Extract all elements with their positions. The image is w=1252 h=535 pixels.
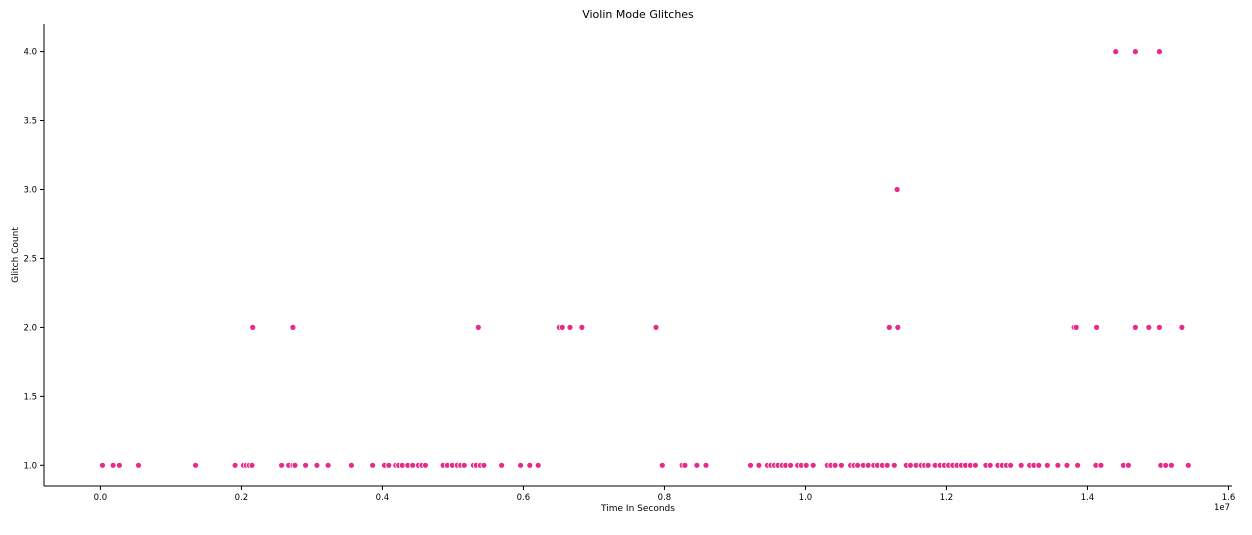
data-point	[1035, 461, 1043, 469]
x-tick-label: 1.0	[799, 493, 813, 503]
data-point	[747, 461, 754, 469]
data-point	[1132, 48, 1139, 55]
data-point	[1072, 323, 1080, 331]
data-point	[802, 461, 810, 469]
data-point	[1162, 461, 1170, 469]
data-point	[693, 461, 701, 469]
data-point	[1132, 323, 1139, 331]
data-point	[231, 461, 239, 469]
data-point	[1043, 461, 1051, 469]
data-point	[385, 461, 393, 469]
data-point	[1168, 461, 1175, 469]
chart-title: Violin Mode Glitches	[582, 8, 694, 21]
data-point	[864, 461, 872, 469]
y-tick-label: 1.0	[23, 461, 37, 471]
data-point	[885, 323, 893, 331]
data-point	[702, 461, 710, 469]
x-tick-label: 1.2	[940, 493, 954, 503]
data-point	[972, 461, 979, 469]
data-point	[526, 461, 534, 469]
data-point	[787, 461, 794, 469]
data-point	[838, 461, 845, 469]
y-tick-label: 1.5	[23, 392, 37, 402]
data-point	[883, 461, 891, 469]
y-axis: 1.0 1.5 2.0 2.5 3.0 3.5 4.0	[23, 24, 45, 486]
data-point	[474, 323, 482, 331]
data-point	[534, 461, 542, 469]
data-point	[755, 461, 763, 469]
data-point	[278, 461, 286, 469]
y-tick-label: 3.5	[23, 117, 37, 127]
data-point	[116, 461, 123, 469]
data-point	[1007, 461, 1014, 469]
data-point	[1093, 323, 1100, 331]
x-tick-label: 1.6	[1222, 493, 1236, 503]
data-point	[1112, 48, 1120, 55]
y-tick-label: 4.0	[23, 48, 37, 58]
x-axis: 0.0 0.2 0.4 0.6 0.8 1.0 1.2 1.4 1.6	[44, 485, 1236, 503]
data-point	[460, 461, 468, 469]
data-point	[249, 323, 257, 331]
data-point	[1178, 323, 1186, 331]
data-point	[890, 461, 898, 469]
y-tick-label: 3.0	[23, 185, 37, 195]
y-tick-label: 2.0	[23, 323, 37, 333]
data-point	[1125, 461, 1132, 469]
data-point	[398, 461, 406, 469]
x-tick-label: 0.0	[94, 493, 108, 503]
data-point	[302, 461, 310, 469]
data-point	[369, 461, 377, 469]
x-axis-offset-text: 1e7	[1214, 503, 1230, 513]
data-point	[313, 461, 321, 469]
data-point	[924, 461, 932, 469]
data-point	[1054, 461, 1062, 469]
y-tick-label: 2.5	[23, 254, 37, 264]
x-tick-label: 0.4	[376, 493, 390, 503]
data-point	[652, 323, 660, 331]
data-point	[893, 186, 901, 193]
data-point	[347, 461, 355, 469]
data-point	[1074, 461, 1081, 469]
data-point	[109, 461, 117, 469]
y-axis-label: Glitch Count	[11, 227, 21, 283]
data-point	[421, 461, 429, 469]
data-point	[907, 461, 914, 469]
x-tick-label: 0.8	[658, 493, 672, 503]
data-point	[681, 461, 689, 469]
data-point	[578, 323, 586, 331]
data-point	[1097, 461, 1105, 469]
data-point	[99, 461, 106, 469]
data-point	[1017, 461, 1025, 469]
x-tick-label: 0.6	[517, 493, 531, 503]
data-point	[1156, 48, 1163, 55]
x-tick-label: 0.2	[235, 493, 249, 503]
data-point	[409, 461, 417, 469]
x-tick-label: 1.4	[1081, 493, 1095, 503]
data-points	[99, 48, 1192, 469]
data-point	[248, 461, 256, 469]
data-point	[135, 461, 142, 469]
data-point	[480, 461, 488, 469]
data-point	[1145, 323, 1153, 331]
data-point	[324, 461, 332, 469]
data-point	[566, 323, 574, 331]
data-point	[1063, 461, 1071, 469]
data-point	[854, 461, 861, 469]
data-point	[1156, 323, 1163, 331]
x-axis-label: Time In Seconds	[600, 504, 675, 514]
data-point	[498, 461, 506, 469]
data-point	[291, 461, 299, 469]
data-point	[658, 461, 666, 469]
data-point	[894, 323, 902, 331]
data-point	[558, 323, 566, 331]
data-point	[192, 461, 200, 469]
data-point	[517, 461, 524, 469]
data-point	[1184, 461, 1192, 469]
data-point	[809, 461, 817, 469]
data-point	[986, 461, 994, 469]
data-point	[831, 461, 839, 469]
data-point	[289, 323, 297, 331]
